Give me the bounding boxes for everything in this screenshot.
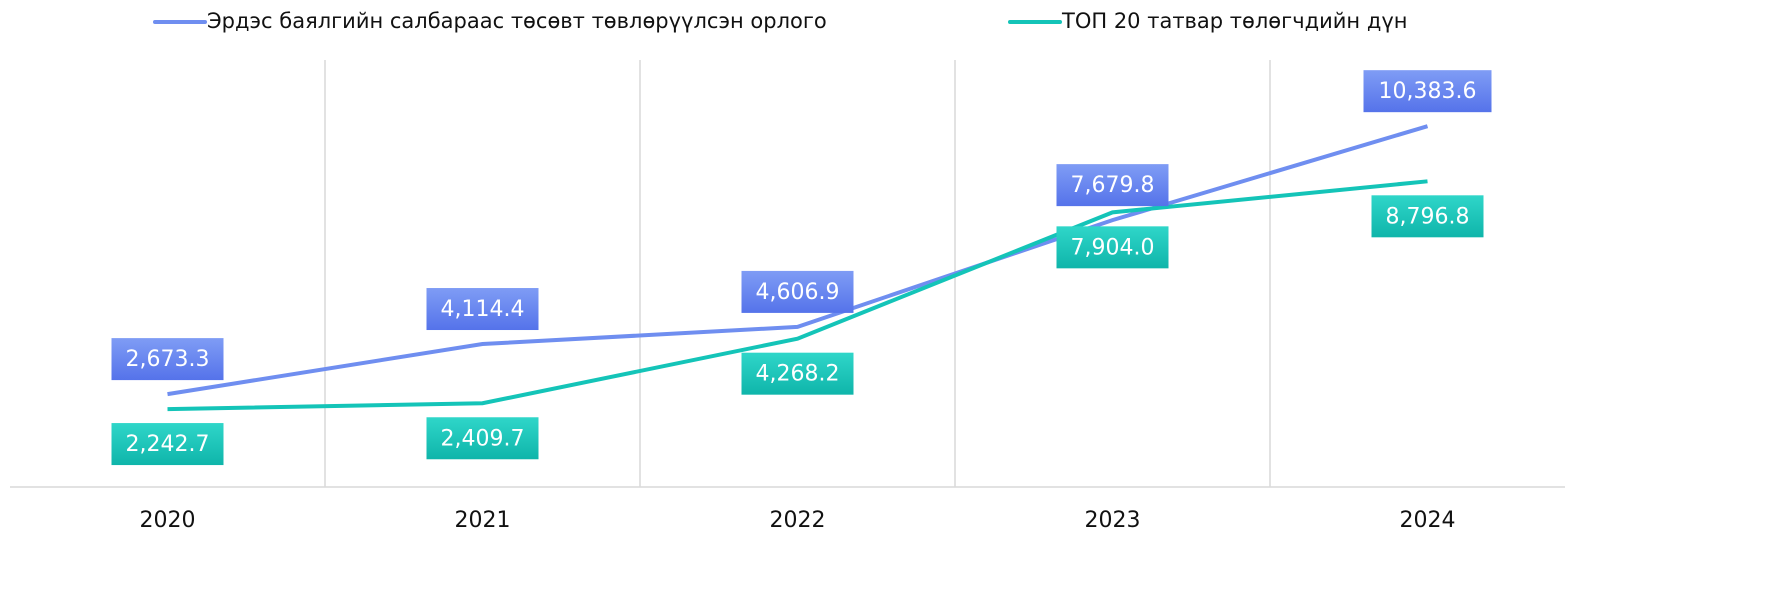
data-label-box xyxy=(111,338,224,381)
x-tick-label: 2023 xyxy=(1085,508,1141,533)
data-label-box xyxy=(426,288,539,331)
x-tick-label: 2020 xyxy=(140,508,196,533)
data-label-box xyxy=(1371,195,1484,238)
series-line xyxy=(167,124,1429,397)
data-label-box xyxy=(1363,70,1492,113)
data-label: 4,114.4 xyxy=(441,297,525,322)
x-tick-label: 2021 xyxy=(455,508,511,533)
data-label-box xyxy=(1056,226,1169,269)
data-label: 10,383.6 xyxy=(1379,79,1477,104)
legend-label: Эрдэс баялгийн салбараас төсөвт төвлөрүү… xyxy=(207,9,827,33)
data-label-box xyxy=(426,417,539,460)
data-label: 8,796.8 xyxy=(1386,204,1470,229)
data-label: 7,679.8 xyxy=(1071,173,1155,198)
data-label: 4,606.9 xyxy=(756,280,840,305)
legend-label: ТОП 20 татвар төлөгчдийн дүн xyxy=(1061,9,1408,33)
data-label-box xyxy=(741,270,854,313)
x-tick-label: 2024 xyxy=(1400,508,1456,533)
data-label: 2,242.7 xyxy=(126,432,210,457)
data-label-box xyxy=(111,423,224,466)
x-tick-label: 2022 xyxy=(770,508,826,533)
data-label: 2,409.7 xyxy=(441,426,525,451)
data-label-box xyxy=(1056,164,1169,207)
data-label: 2,673.3 xyxy=(126,347,210,372)
data-label: 7,904.0 xyxy=(1071,235,1155,260)
data-label: 4,268.2 xyxy=(756,362,840,387)
data-label-box xyxy=(741,352,854,395)
series-line xyxy=(167,179,1428,412)
